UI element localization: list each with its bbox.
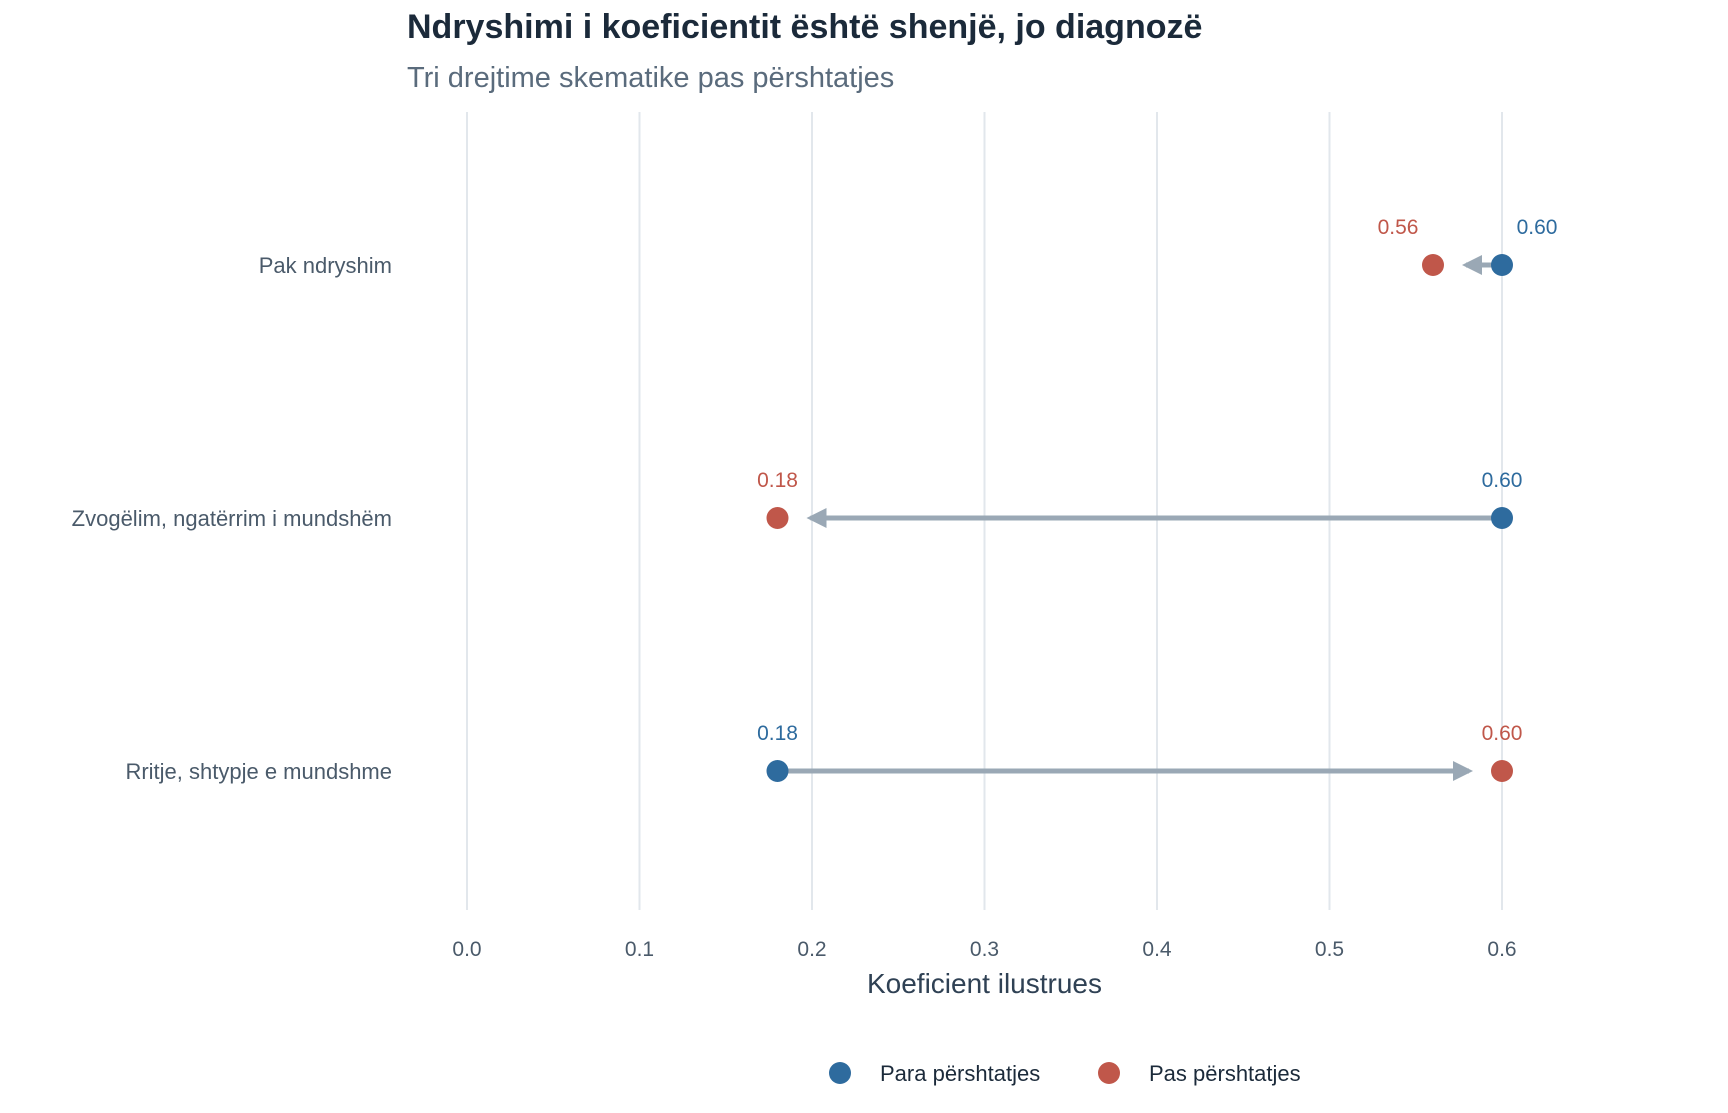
value-label-before: 0.60: [1482, 469, 1523, 492]
point-before: [1491, 254, 1513, 276]
category-labels: Pak ndryshim Zvogëlim, ngatërrim i mundsh…: [72, 253, 392, 784]
gridlines: [466, 112, 1503, 910]
value-label-after: 0.60: [1482, 722, 1523, 745]
legend-marker: [829, 1062, 851, 1084]
chart-subtitle: Tri drejtime skematike pas përshtatjes: [407, 62, 895, 94]
x-tick-label: 0.0: [452, 938, 481, 961]
value-label-before: 0.18: [757, 722, 798, 745]
legend: Para përshtatjes Pas përshtatjes: [829, 1061, 1301, 1086]
x-tick-label: 0.3: [970, 938, 999, 961]
chart-title: Ndryshimi i koeficientit është shenjë, j…: [407, 8, 1203, 46]
value-labels: 0.60 0.56 0.60 0.18 0.18 0.60: [757, 216, 1557, 745]
legend-marker: [1098, 1062, 1120, 1084]
x-axis-ticks: 0.0 0.1 0.2 0.3 0.4 0.5 0.6: [452, 938, 1516, 961]
change-arrows: [786, 255, 1493, 781]
category-label: Zvogëlim, ngatërrim i mundshëm: [72, 506, 392, 531]
value-label-before: 0.60: [1517, 216, 1558, 239]
category-label: Rritje, shtypje e mundshme: [125, 759, 392, 784]
point-before: [1491, 507, 1513, 529]
point-after: [1422, 254, 1444, 276]
value-label-after: 0.56: [1378, 216, 1419, 239]
legend-label: Pas përshtatjes: [1149, 1061, 1301, 1086]
point-after: [1491, 760, 1513, 782]
x-tick-label: 0.1: [625, 938, 654, 961]
value-label-after: 0.18: [757, 469, 798, 492]
legend-label: Para përshtatjes: [880, 1061, 1040, 1086]
x-axis-title: Koeficient ilustrues: [867, 968, 1102, 999]
legend-item: Pas përshtatjes: [1098, 1061, 1301, 1086]
x-tick-label: 0.6: [1487, 938, 1516, 961]
point-after: [766, 507, 789, 529]
data-points: [766, 254, 1513, 782]
point-before: [766, 760, 789, 782]
legend-item: Para përshtatjes: [829, 1061, 1040, 1086]
x-tick-label: 0.2: [797, 938, 826, 961]
x-tick-label: 0.5: [1315, 938, 1344, 961]
x-tick-label: 0.4: [1142, 938, 1172, 961]
category-label: Pak ndryshim: [259, 253, 392, 278]
